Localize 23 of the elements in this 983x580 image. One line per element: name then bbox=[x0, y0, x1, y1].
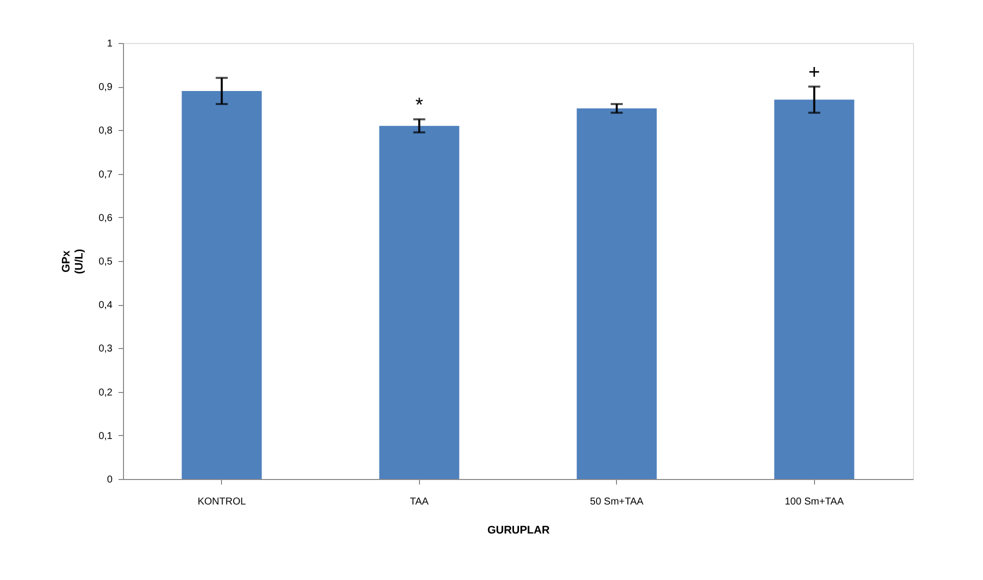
y-tick-label: 0,7 bbox=[98, 169, 113, 180]
x-axis-title: GURUPLAR bbox=[487, 524, 550, 536]
bar bbox=[576, 108, 657, 479]
x-tick-label: 100 Sm+TAA bbox=[784, 496, 844, 508]
bar bbox=[774, 100, 854, 479]
x-tick-label: 50 Sm+TAA bbox=[590, 496, 644, 508]
y-tick-label: 0,2 bbox=[98, 387, 113, 398]
y-tick-label: 0,6 bbox=[98, 212, 113, 224]
y-tick-label: 0,9 bbox=[98, 82, 113, 94]
y-tick-label: 1 bbox=[106, 38, 113, 50]
annotation: + bbox=[808, 62, 820, 84]
y-axis-title: GPx (U/L) bbox=[60, 248, 86, 274]
bar bbox=[379, 126, 460, 479]
y-tick-label: 0 bbox=[106, 474, 113, 486]
annotation: * bbox=[415, 94, 424, 116]
x-tick-label: TAA bbox=[410, 496, 429, 508]
y-tick-label: 0,3 bbox=[98, 344, 113, 355]
y-tick-label: 0,8 bbox=[98, 126, 113, 137]
bar bbox=[182, 90, 262, 479]
y-tick-label: 0,1 bbox=[98, 430, 113, 442]
y-tick-label: 0,4 bbox=[98, 300, 113, 312]
x-tick-label: KONTROL bbox=[198, 496, 246, 508]
y-tick-label: 0,5 bbox=[98, 256, 113, 268]
